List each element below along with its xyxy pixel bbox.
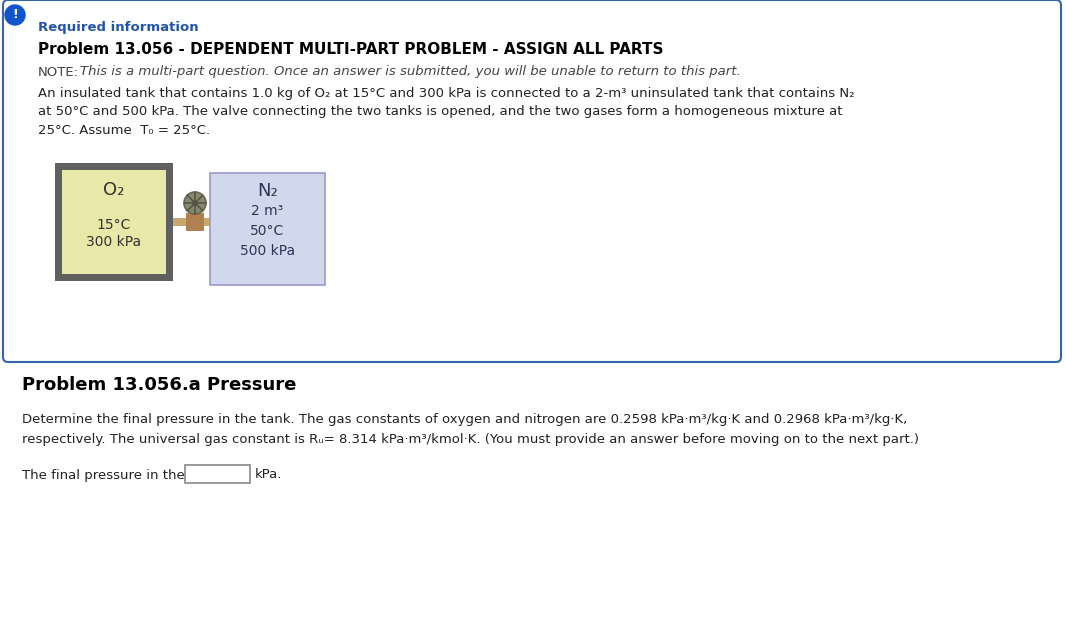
- Circle shape: [192, 200, 198, 206]
- Bar: [55, 163, 173, 281]
- Text: An insulated tank that contains 1.0 kg of O₂ at 15°C and 300 kPa is connected to: An insulated tank that contains 1.0 kg o…: [38, 86, 854, 99]
- Circle shape: [5, 5, 24, 25]
- Text: Required information: Required information: [38, 22, 199, 35]
- Text: 15°C: 15°C: [97, 218, 131, 232]
- Text: 25°C. Assume  T₀ = 25°C.: 25°C. Assume T₀ = 25°C.: [38, 124, 210, 137]
- Text: The final pressure in the tank is: The final pressure in the tank is: [22, 468, 233, 481]
- Text: at 50°C and 500 kPa. The valve connecting the two tanks is opened, and the two g: at 50°C and 500 kPa. The valve connectin…: [38, 106, 842, 119]
- FancyBboxPatch shape: [3, 0, 1061, 362]
- Text: 500 kPa: 500 kPa: [240, 244, 295, 258]
- Text: Problem 13.056 - DEPENDENT MULTI-PART PROBLEM - ASSIGN ALL PARTS: Problem 13.056 - DEPENDENT MULTI-PART PR…: [38, 42, 663, 58]
- Text: 50°C: 50°C: [250, 224, 284, 238]
- Text: !: !: [12, 9, 18, 22]
- Text: NOTE:: NOTE:: [38, 65, 79, 78]
- Text: This is a multi-part question. Once an answer is submitted, you will be unable t: This is a multi-part question. Once an a…: [80, 65, 741, 78]
- Bar: [204, 218, 210, 226]
- Circle shape: [184, 192, 206, 214]
- Text: Problem 13.056.a Pressure: Problem 13.056.a Pressure: [22, 376, 296, 394]
- Bar: [186, 213, 204, 231]
- Bar: [62, 170, 166, 274]
- Text: kPa.: kPa.: [255, 468, 282, 481]
- Bar: [173, 218, 195, 226]
- Text: respectively. The universal gas constant is Rᵤ= 8.314 kPa·m³/kmol·K. (You must p: respectively. The universal gas constant…: [22, 433, 919, 446]
- Bar: [210, 173, 325, 285]
- Bar: [185, 465, 250, 483]
- Text: O₂: O₂: [103, 181, 125, 199]
- Text: N₂: N₂: [257, 182, 278, 200]
- Text: 2 m³: 2 m³: [251, 204, 283, 218]
- Text: Determine the final pressure in the tank. The gas constants of oxygen and nitrog: Determine the final pressure in the tank…: [22, 414, 907, 427]
- Text: 300 kPa: 300 kPa: [86, 235, 142, 249]
